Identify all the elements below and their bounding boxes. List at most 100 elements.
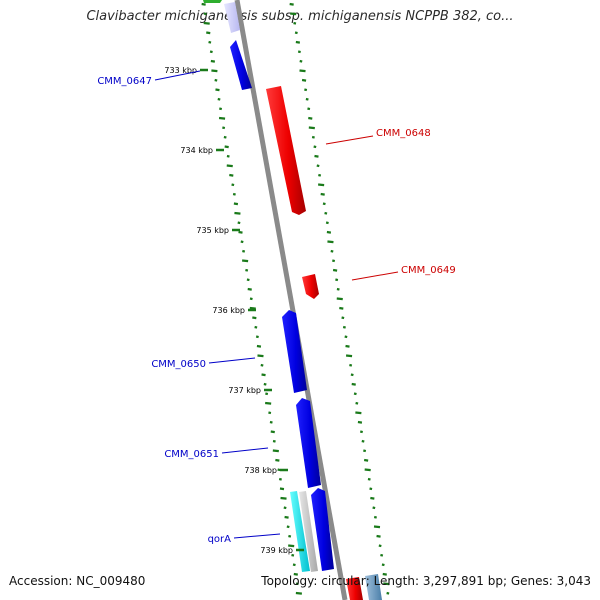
gc-tick	[272, 449, 279, 453]
gc-tick	[219, 107, 223, 111]
partial-feature-bottom-steel	[365, 574, 382, 600]
gc-tick	[322, 202, 326, 206]
gc-tick	[277, 468, 281, 472]
gc-tick	[290, 12, 297, 16]
gc-tick	[210, 59, 216, 63]
gc-tick	[295, 582, 299, 586]
gc-tick	[255, 335, 259, 339]
gene-label[interactable]: CMM_0648	[376, 128, 431, 139]
gc-tick	[229, 173, 234, 177]
gc-tick	[283, 506, 287, 510]
gc-tick	[353, 392, 357, 396]
gc-tick	[201, 2, 206, 6]
gc-tick	[275, 458, 280, 462]
gc-tick	[386, 591, 390, 595]
accession-value: NC_009480	[76, 574, 146, 588]
gc-tick	[376, 534, 381, 538]
gc-tick	[286, 525, 290, 529]
gc-skew-track-left	[201, 2, 302, 595]
gene-label-leader	[154, 70, 201, 81]
gc-tick	[226, 164, 233, 168]
gene-label[interactable]: CMM_0651	[164, 449, 219, 460]
accession-info: Accession: NC_009480	[9, 574, 145, 588]
gc-tick	[268, 411, 272, 415]
gc-tick	[314, 154, 319, 158]
gc-tick	[304, 88, 308, 92]
gc-tick	[288, 534, 292, 538]
gc-tick	[265, 401, 272, 405]
gc-tick	[332, 259, 336, 263]
gc-tick	[369, 487, 373, 491]
gc-tick	[308, 116, 313, 120]
gc-tick	[245, 268, 249, 272]
gc-tick	[222, 126, 226, 130]
gc-tick	[373, 515, 377, 519]
gc-tick	[291, 553, 295, 557]
gc-tick	[364, 468, 371, 472]
gc-tick	[263, 382, 267, 386]
topology-value: circular	[321, 574, 366, 588]
gene-label[interactable]: CMM_0650	[151, 359, 206, 370]
partial-feature-top-pale	[224, 2, 240, 33]
gc-tick	[272, 439, 276, 443]
gene-feature-cmm-0651[interactable]	[296, 398, 321, 488]
kbp-ruler: 733 kbp 734 kbp 735 kbp 736 kbp 737 kbp 738 k…	[164, 66, 304, 555]
rna-feature-cyan[interactable]	[290, 491, 310, 572]
gc-tick	[336, 297, 343, 301]
gc-tick	[242, 259, 249, 263]
gc-tick	[223, 135, 227, 139]
gc-tick	[218, 116, 226, 120]
gc-tick	[361, 439, 365, 443]
gc-tick	[260, 363, 264, 367]
gc-tick	[373, 525, 381, 529]
gc-tick	[351, 382, 356, 386]
gc-tick	[293, 21, 297, 25]
rna-feature-gray[interactable]	[299, 491, 318, 572]
gc-tick	[265, 392, 269, 396]
gc-tick	[305, 97, 309, 101]
gc-tick	[238, 230, 243, 234]
genes-value: 3,043	[556, 574, 591, 588]
gc-tick	[350, 373, 354, 377]
gc-tick	[313, 145, 317, 149]
gc-tick	[284, 515, 289, 519]
gene-feature-cmm-0648[interactable]	[266, 86, 306, 215]
gc-tick	[226, 154, 230, 158]
gc-tick	[211, 69, 218, 73]
length-value: 3,297,891 bp	[422, 574, 503, 588]
gc-tick	[318, 183, 325, 187]
gc-tick	[249, 297, 253, 301]
gene-label-leader	[221, 447, 269, 454]
gc-tick	[279, 487, 285, 491]
gene-label-leader	[325, 135, 374, 145]
ruler-tick-label: 734 kbp	[180, 146, 213, 155]
gc-tick	[217, 97, 221, 101]
gc-tick	[363, 449, 367, 453]
gene-feature-cmm-0650[interactable]	[282, 310, 307, 393]
gene-label[interactable]: CMM_0649	[401, 265, 456, 276]
gc-tick	[367, 477, 371, 481]
gc-tick	[292, 563, 296, 567]
gc-tick	[203, 12, 207, 16]
gene-label[interactable]: CMM_0647	[97, 76, 152, 87]
gc-tick	[383, 582, 390, 586]
gc-tick	[224, 145, 229, 149]
gc-tick	[382, 572, 387, 576]
gc-tick	[231, 183, 235, 187]
gene-feature-cmm-0647[interactable]	[230, 40, 252, 90]
gc-tick	[324, 211, 328, 215]
gc-tick	[357, 420, 363, 424]
gene-feature-cmm-0649[interactable]	[302, 274, 319, 299]
gc-tick	[261, 373, 266, 377]
gc-tick	[233, 202, 239, 206]
gc-tick	[252, 316, 257, 320]
gene-label[interactable]: qorA	[208, 534, 232, 545]
gc-tick	[242, 249, 246, 253]
gc-tick	[363, 458, 369, 462]
gc-tick	[336, 287, 340, 291]
gc-tick	[345, 354, 353, 358]
gene-feature-qora[interactable]	[311, 488, 334, 571]
partial-feature-top-green	[203, 0, 222, 3]
gc-tick	[320, 192, 325, 196]
gc-skew-track-right	[289, 2, 390, 595]
